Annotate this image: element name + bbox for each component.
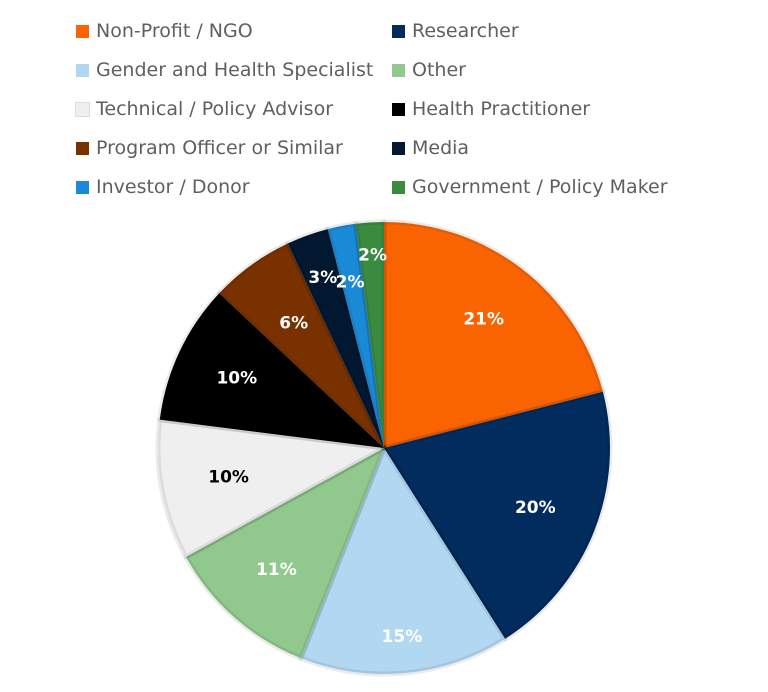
legend-label: Health Practitioner — [412, 98, 591, 120]
legend-swatch — [76, 180, 89, 194]
legend-label: Gender and Health Specialist — [96, 59, 374, 81]
slice-label: 10% — [208, 468, 249, 488]
pie-slice-edge — [157, 290, 387, 451]
pie-slice — [287, 229, 384, 448]
legend-item-technical-advisor: Technical / Policy Advisor — [75, 98, 333, 120]
legend-label: Technical / Policy Advisor — [96, 98, 333, 120]
legend-swatch — [392, 141, 405, 155]
legend-item-health-practitioner: Health Practitioner — [392, 98, 590, 120]
pie-slice — [157, 419, 384, 557]
pie-slice — [384, 222, 603, 448]
legend-label: Non-Profit / NGO — [96, 20, 253, 42]
legend-swatch — [76, 24, 89, 38]
legend-swatch — [392, 180, 405, 194]
legend-swatch — [392, 24, 405, 38]
pie-slice-edge — [298, 445, 508, 677]
legend-item-non-profit: Non-Profit / NGO — [76, 20, 253, 42]
pie-slice — [355, 222, 384, 448]
legend-label: Other — [412, 59, 466, 81]
slice-label: 15% — [382, 627, 423, 647]
legend: Non-Profit / NGO Researcher Gender and H… — [0, 0, 768, 210]
slice-label: 6% — [279, 314, 308, 334]
pie-slice — [384, 391, 611, 639]
slice-label: 20% — [515, 498, 556, 518]
pie-slice-edge — [353, 219, 387, 451]
legend-item-researcher: Researcher — [392, 20, 519, 42]
pie-slice-edge — [325, 221, 387, 451]
legend-label: Investor / Donor — [96, 176, 250, 198]
pie-slice — [300, 448, 506, 675]
legend-item-program-officer: Program Officer or Similar — [76, 137, 343, 159]
pie-slice — [159, 293, 384, 448]
legend-label: Program Officer or Similar — [96, 137, 343, 159]
pie-slice-edge — [381, 389, 613, 642]
slice-label: 11% — [256, 560, 297, 580]
legend-item-media: Media — [392, 137, 469, 159]
pie-slice — [185, 448, 384, 659]
slice-label: 21% — [463, 309, 504, 329]
legend-item-gender-health: Gender and Health Specialist — [76, 59, 373, 81]
slice-label: 2% — [336, 272, 365, 292]
legend-item-investor-donor: Investor / Donor — [76, 176, 250, 198]
slice-label: 3% — [308, 268, 337, 288]
slice-label: 10% — [216, 369, 257, 389]
legend-swatch — [76, 63, 89, 77]
legend-label: Government / Policy Maker — [412, 176, 668, 198]
pie-slice — [219, 243, 384, 448]
legend-item-government: Government / Policy Maker — [392, 176, 668, 198]
legend-label: Researcher — [412, 20, 519, 42]
pie-slice — [327, 223, 384, 448]
legend-label: Media — [412, 137, 470, 159]
legend-swatch — [75, 101, 90, 117]
pie-slice-edge — [285, 226, 387, 451]
pie-slice-edge — [155, 417, 387, 560]
slice-label: 2% — [358, 246, 387, 266]
legend-swatch — [392, 63, 405, 77]
pie-slice-edge — [381, 219, 606, 451]
pie-slice-edge — [216, 241, 387, 451]
legend-item-other: Other — [392, 59, 466, 81]
legend-swatch — [76, 141, 89, 155]
pie-slice-edge — [183, 445, 387, 661]
legend-swatch — [392, 102, 405, 116]
